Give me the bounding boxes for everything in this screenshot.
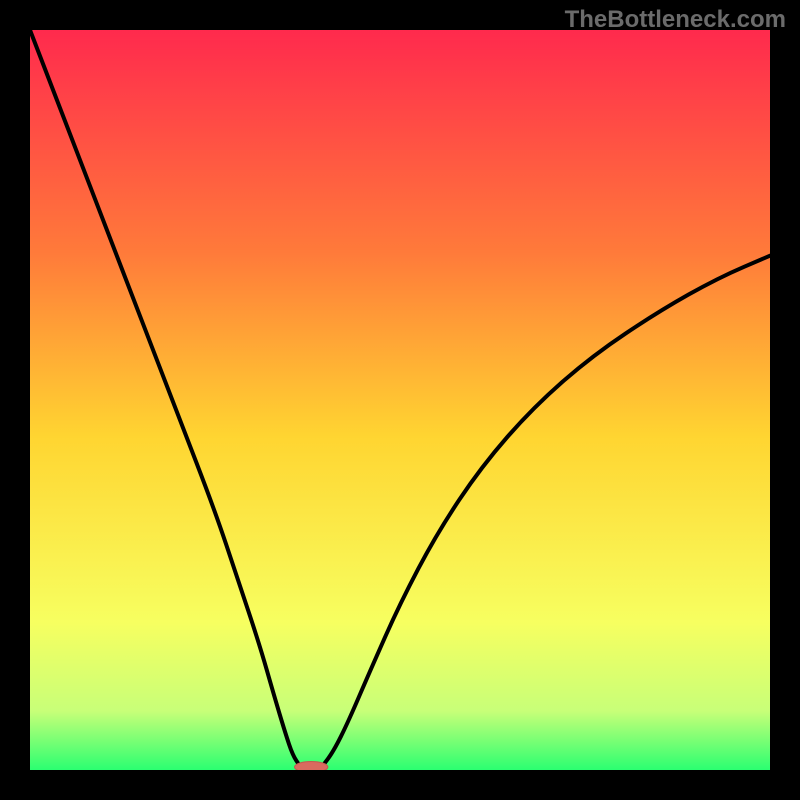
curve-right-branch	[322, 256, 770, 767]
watermark-text: TheBottleneck.com	[565, 6, 786, 34]
curve-left-branch	[30, 30, 300, 766]
chart-svg	[30, 30, 770, 770]
minimum-marker	[295, 761, 328, 770]
plot-area	[30, 30, 770, 770]
